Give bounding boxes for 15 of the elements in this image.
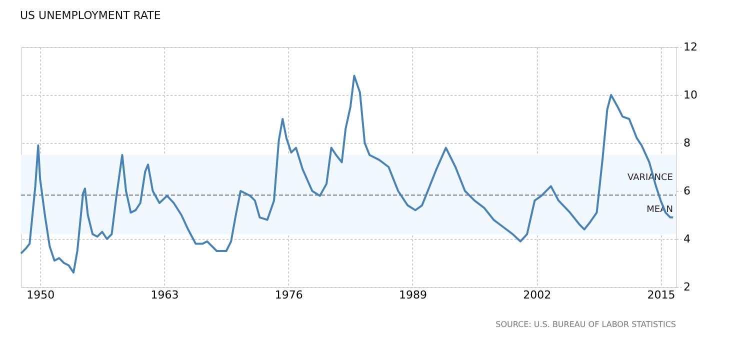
y-tick-label: 12 xyxy=(684,40,698,54)
y-tick-label: 8 xyxy=(684,136,690,150)
y-tick-label: 6 xyxy=(684,184,690,198)
y-tick-label: 10 xyxy=(684,88,698,102)
x-tick-label: 1950 xyxy=(26,288,55,302)
x-tick-label: 1963 xyxy=(150,288,179,302)
line-series xyxy=(20,74,674,274)
x-tick-label: 2002 xyxy=(523,288,552,302)
source-note: SOURCE: U.S. BUREAU OF LABOR STATISTICS xyxy=(496,320,676,329)
chart-title: US UNEMPLOYMENT RATE xyxy=(20,9,161,22)
y-tick-label: 4 xyxy=(684,232,690,246)
y-tick-label: 2 xyxy=(684,280,690,294)
x-tick-label: 2015 xyxy=(647,288,676,302)
x-tick-label: 1976 xyxy=(274,288,303,302)
x-tick-label: 1989 xyxy=(398,288,427,302)
